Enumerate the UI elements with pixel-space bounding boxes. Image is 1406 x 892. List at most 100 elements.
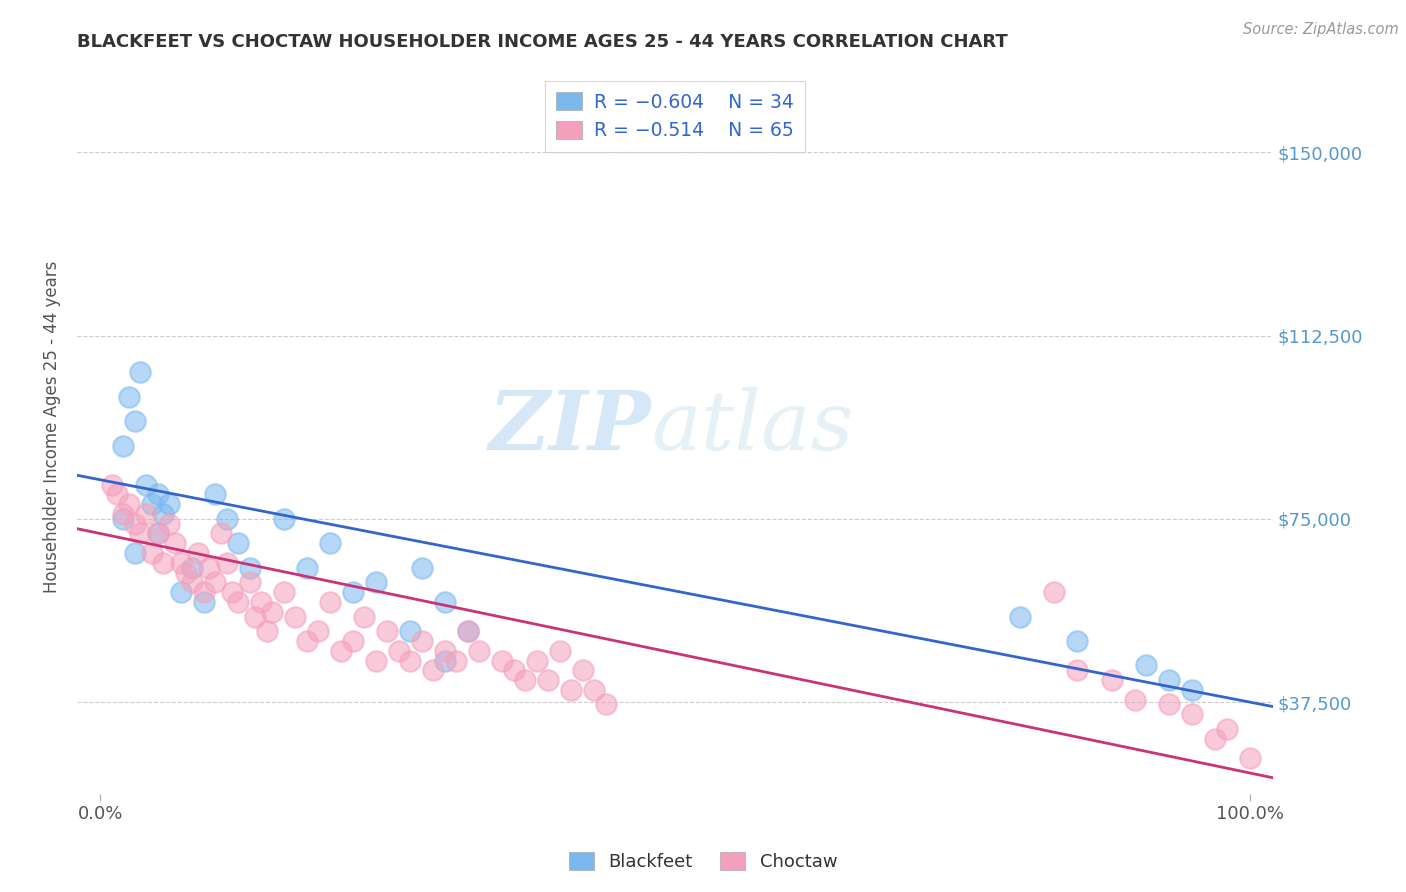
Point	[124, 516, 146, 531]
Point	[457, 624, 479, 639]
Point	[319, 595, 342, 609]
Point	[118, 497, 141, 511]
Point	[537, 673, 560, 687]
Point	[1043, 585, 1066, 599]
Point	[141, 497, 163, 511]
Point	[1135, 658, 1157, 673]
Point	[187, 546, 209, 560]
Point	[1181, 682, 1204, 697]
Point	[319, 536, 342, 550]
Point	[295, 634, 318, 648]
Point	[256, 624, 278, 639]
Point	[1181, 707, 1204, 722]
Point	[1204, 731, 1226, 746]
Point	[548, 644, 571, 658]
Point	[330, 644, 353, 658]
Point	[583, 682, 606, 697]
Point	[129, 526, 152, 541]
Point	[377, 624, 399, 639]
Point	[193, 585, 215, 599]
Point	[163, 536, 186, 550]
Point	[308, 624, 330, 639]
Legend: R = −0.604    N = 34, R = −0.514    N = 65: R = −0.604 N = 34, R = −0.514 N = 65	[546, 81, 804, 152]
Point	[146, 526, 169, 541]
Point	[295, 560, 318, 574]
Point	[468, 644, 491, 658]
Point	[1157, 673, 1180, 687]
Point	[342, 634, 364, 648]
Text: ZIP: ZIP	[488, 387, 651, 467]
Point	[342, 585, 364, 599]
Text: atlas: atlas	[651, 387, 853, 467]
Point	[364, 653, 387, 667]
Point	[112, 507, 135, 521]
Point	[399, 653, 422, 667]
Point	[572, 663, 595, 677]
Point	[181, 560, 204, 574]
Point	[353, 609, 375, 624]
Point	[560, 682, 582, 697]
Point	[422, 663, 444, 677]
Point	[152, 556, 174, 570]
Point	[152, 507, 174, 521]
Point	[1215, 722, 1237, 736]
Point	[157, 516, 180, 531]
Point	[238, 560, 260, 574]
Point	[204, 487, 226, 501]
Point	[457, 624, 479, 639]
Point	[238, 575, 260, 590]
Point	[273, 585, 295, 599]
Point	[169, 585, 191, 599]
Point	[250, 595, 273, 609]
Point	[100, 477, 122, 491]
Point	[1157, 698, 1180, 712]
Point	[181, 575, 204, 590]
Point	[433, 644, 456, 658]
Point	[198, 560, 221, 574]
Point	[193, 595, 215, 609]
Point	[146, 487, 169, 501]
Point	[1066, 634, 1088, 648]
Point	[411, 634, 433, 648]
Point	[221, 585, 243, 599]
Point	[245, 609, 267, 624]
Legend: Blackfeet, Choctaw: Blackfeet, Choctaw	[561, 846, 845, 879]
Point	[1008, 609, 1031, 624]
Point	[491, 653, 513, 667]
Point	[135, 507, 157, 521]
Point	[105, 487, 128, 501]
Text: Source: ZipAtlas.com: Source: ZipAtlas.com	[1243, 22, 1399, 37]
Point	[169, 556, 191, 570]
Point	[141, 546, 163, 560]
Point	[204, 575, 226, 590]
Point	[135, 477, 157, 491]
Point	[399, 624, 422, 639]
Text: BLACKFEET VS CHOCTAW HOUSEHOLDER INCOME AGES 25 - 44 YEARS CORRELATION CHART: BLACKFEET VS CHOCTAW HOUSEHOLDER INCOME …	[77, 33, 1008, 51]
Point	[411, 560, 433, 574]
Point	[1239, 751, 1261, 765]
Point	[157, 497, 180, 511]
Point	[595, 698, 617, 712]
Point	[124, 414, 146, 428]
Point	[226, 595, 249, 609]
Point	[215, 512, 238, 526]
Point	[215, 556, 238, 570]
Point	[284, 609, 307, 624]
Point	[209, 526, 232, 541]
Point	[174, 566, 197, 580]
Point	[273, 512, 295, 526]
Point	[146, 526, 169, 541]
Point	[515, 673, 537, 687]
Point	[388, 644, 411, 658]
Point	[262, 605, 284, 619]
Y-axis label: Householder Income Ages 25 - 44 years: Householder Income Ages 25 - 44 years	[44, 261, 60, 593]
Point	[364, 575, 387, 590]
Point	[1066, 663, 1088, 677]
Point	[112, 512, 135, 526]
Point	[226, 536, 249, 550]
Point	[1101, 673, 1123, 687]
Point	[433, 595, 456, 609]
Point	[433, 653, 456, 667]
Point	[124, 546, 146, 560]
Point	[502, 663, 524, 677]
